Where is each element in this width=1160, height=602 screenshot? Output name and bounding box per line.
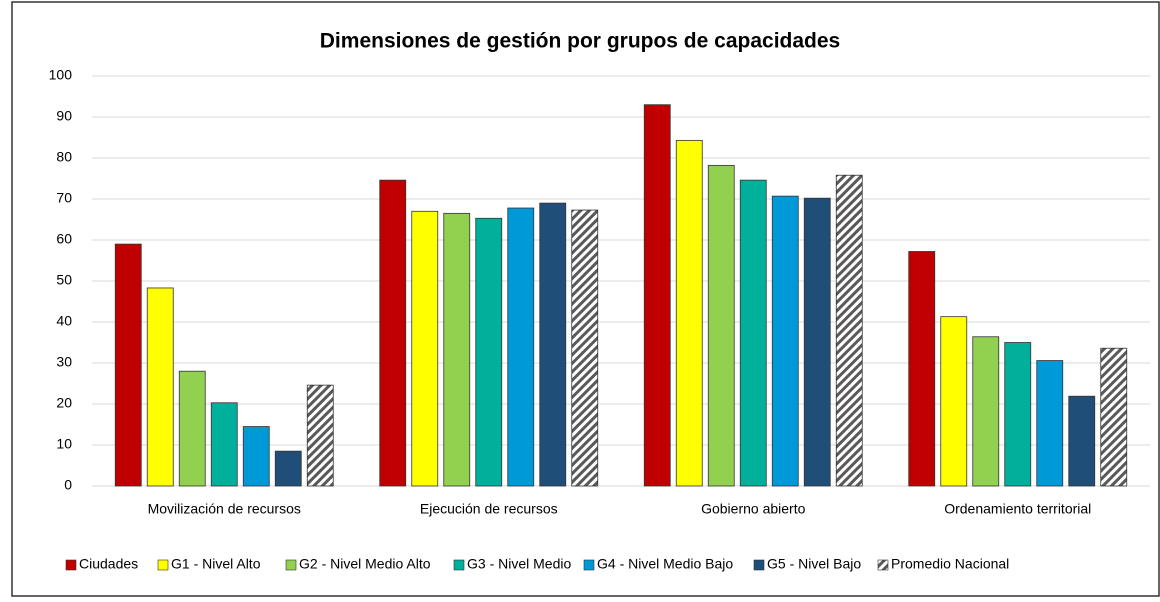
y-tick-label: 50	[56, 272, 72, 288]
y-tick-label: 60	[56, 231, 72, 247]
legend-label: G1 - Nivel Alto	[171, 556, 261, 572]
y-tick-label: 0	[64, 477, 72, 493]
y-tick-label: 30	[56, 354, 72, 370]
y-tick-label: 70	[56, 190, 72, 206]
legend-swatch	[285, 559, 297, 571]
legend-label: G5 - Nivel Bajo	[767, 556, 861, 572]
y-tick-label: 100	[49, 67, 73, 83]
legend-label: G2 - Nivel Medio Alto	[299, 556, 431, 572]
bar	[972, 336, 1000, 487]
legend-label: Promedio Nacional	[891, 556, 1009, 572]
bar	[675, 139, 703, 487]
bar	[908, 251, 936, 487]
bar	[643, 104, 671, 487]
chart-title: Dimensiones de gestión por grupos de cap…	[320, 30, 840, 53]
x-tick-label: Gobierno abierto	[701, 501, 806, 517]
bar	[803, 197, 831, 487]
bar	[1100, 347, 1128, 487]
bar	[707, 164, 735, 487]
bar	[306, 384, 334, 487]
bar	[242, 426, 270, 487]
x-tick-label: Ordenamiento territorial	[944, 501, 1091, 517]
bar	[835, 174, 863, 487]
x-tick-label: Ejecución de recursos	[420, 501, 558, 517]
legend-swatch	[65, 559, 77, 571]
bar	[443, 212, 471, 487]
bar	[114, 243, 142, 487]
bar	[274, 450, 302, 487]
y-tick-label: 80	[56, 149, 72, 165]
legend-label: G4 - Nivel Medio Bajo	[597, 556, 733, 572]
y-tick-label: 10	[56, 436, 72, 452]
bar	[1036, 360, 1064, 487]
bar	[178, 370, 206, 487]
bar	[571, 209, 599, 487]
bar	[739, 179, 767, 487]
legend-swatch	[753, 559, 765, 571]
legend-swatch	[583, 559, 595, 571]
bar	[210, 402, 238, 487]
x-tick-label: Movilización de recursos	[148, 501, 301, 517]
bar	[1004, 342, 1032, 487]
y-tick-label: 90	[56, 108, 72, 124]
legend-swatch	[453, 559, 465, 571]
bar	[1068, 395, 1096, 487]
bar	[475, 217, 503, 487]
legend-label: Ciudades	[79, 556, 138, 572]
bar	[411, 210, 439, 487]
bar	[771, 195, 799, 487]
bar	[379, 179, 407, 487]
legend-swatch	[877, 559, 889, 571]
bar	[539, 202, 567, 487]
legend-swatch	[157, 559, 169, 571]
y-tick-label: 40	[56, 313, 72, 329]
legend-label: G3 - Nivel Medio	[467, 556, 571, 572]
bar	[146, 287, 174, 487]
bar	[507, 207, 535, 487]
y-tick-label: 20	[56, 395, 72, 411]
bar	[940, 316, 968, 487]
